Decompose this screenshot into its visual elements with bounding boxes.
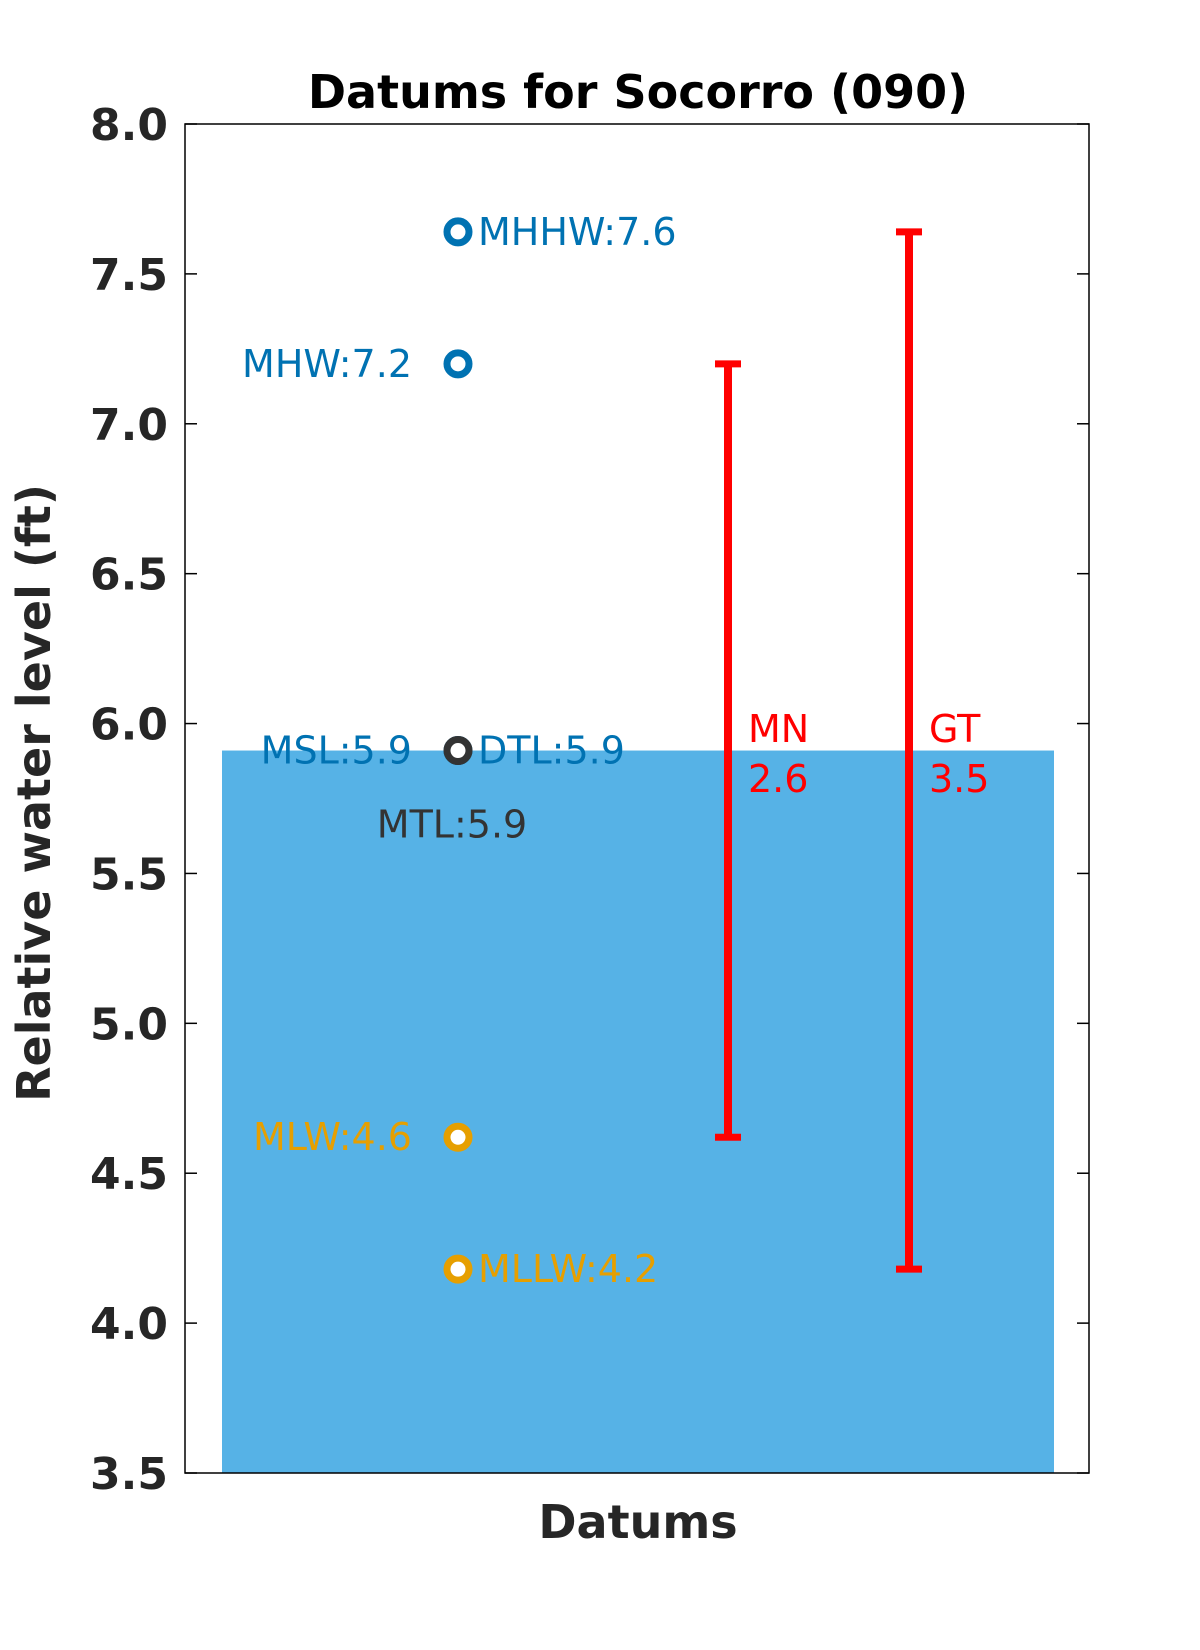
datum-marker-mhw <box>443 349 473 379</box>
datum-label-mllw: MLLW:4.2 <box>478 1247 658 1291</box>
datum-markers: MHHW:7.6 MHW:7.2 MSL:5.9 DTL:5.9 MTL:5.9 MLW:… <box>242 210 676 1291</box>
range-value-label: 3.5 <box>929 757 989 801</box>
y-tick-label: 5.5 <box>90 849 168 900</box>
datum-label-dtl: DTL:5.9 <box>478 729 625 773</box>
y-tick-label: 6.0 <box>90 700 168 751</box>
y-axis-ticks: 3.5 4.0 4.5 5.0 5.5 6.0 6.5 7.0 7.5 8.0 <box>90 100 1089 1500</box>
y-tick-label: 4.5 <box>90 1149 168 1200</box>
y-tick-label: 7.5 <box>90 250 168 301</box>
range-name-label: MN <box>748 707 809 751</box>
datum-label-mlw: MLW:4.6 <box>253 1115 412 1159</box>
datum-label-mhhw: MHHW:7.6 <box>478 210 677 254</box>
y-tick-label: 8.0 <box>90 100 168 151</box>
y-axis-label: Relative water level (ft) <box>7 484 61 1102</box>
range-value-label: 2.6 <box>748 757 808 801</box>
datum-label-msl: MSL:5.9 <box>261 729 412 773</box>
x-axis-label: Datums <box>538 1495 737 1549</box>
datum-marker-mllw <box>443 1254 473 1284</box>
datum-marker-mlw <box>443 1122 473 1152</box>
y-tick-label: 5.0 <box>90 999 168 1050</box>
y-tick-label: 7.0 <box>90 400 168 451</box>
datum-label-mhw: MHW:7.2 <box>242 342 412 386</box>
water-level-bar <box>222 750 1054 1473</box>
y-tick-label: 4.0 <box>90 1299 168 1350</box>
y-tick-label: 6.5 <box>90 550 168 601</box>
chart-title: Datums for Socorro (090) <box>308 65 968 119</box>
datum-label-mtl: MTL:5.9 <box>377 803 527 847</box>
range-bars: MN 2.6 GT 3.5 <box>715 228 989 1273</box>
plot-border <box>184 123 1090 1474</box>
y-tick-label: 3.5 <box>90 1449 168 1500</box>
range-name-label: GT <box>929 707 981 751</box>
datum-marker-mhhw <box>443 217 473 247</box>
plot-frame <box>184 123 1090 1474</box>
datum-marker-mtl <box>443 736 473 766</box>
